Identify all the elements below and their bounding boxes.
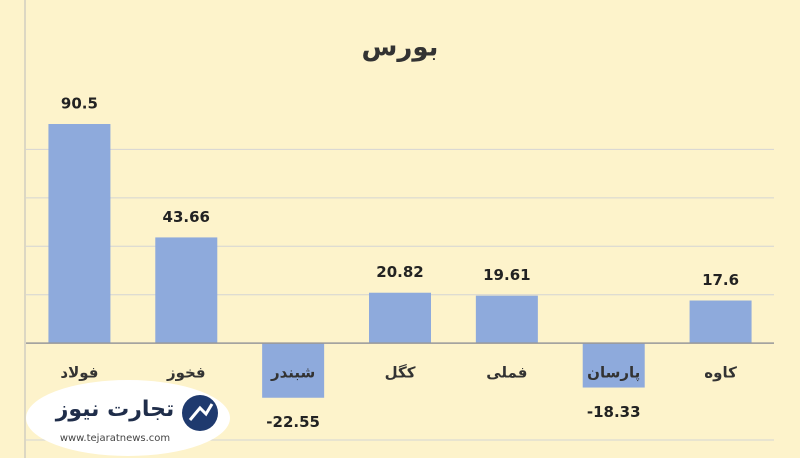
value-label: 90.5: [61, 95, 98, 113]
bar: [582, 343, 645, 388]
value-label: -18.33: [587, 403, 641, 421]
bar: [48, 124, 111, 344]
bar: [689, 300, 752, 344]
value-label: 43.66: [163, 208, 210, 226]
x-tick-label: شبندر: [270, 364, 315, 382]
x-tick-label: کگل: [385, 364, 416, 382]
x-tick-label: فخوز: [166, 364, 206, 382]
logo-badge: [26, 380, 230, 456]
bar: [369, 292, 431, 344]
bars: [48, 124, 752, 398]
logo-icon: [182, 395, 218, 431]
x-tick-label: فملی: [486, 364, 527, 382]
labels: فولاد 90.5 فخوز 43.66 شبندر -22.55 کگل 20.82 فمل…: [60, 95, 739, 432]
logo-name: تجارت نیوز: [55, 397, 175, 422]
value-label: 19.61: [483, 266, 530, 284]
x-tick-label: فولاد: [60, 364, 98, 382]
bar: [475, 295, 538, 344]
value-label: 17.6: [702, 271, 739, 289]
logo-url: www.tejaratnews.com: [60, 433, 170, 444]
plot: فولاد 90.5 فخوز 43.66 شبندر -22.55 کگل 20.82 فمل…: [26, 95, 774, 441]
bar: [262, 343, 325, 398]
bar: [155, 237, 218, 344]
logo-arrow: [188, 403, 214, 421]
value-label: -22.55: [266, 413, 320, 431]
chart-title: بورس: [362, 33, 439, 63]
x-tick-label: پارسان: [587, 364, 640, 383]
logo: تجارت نیوز www.tejaratnews.com: [26, 380, 230, 456]
value-label: 20.82: [376, 263, 423, 281]
x-tick-label: کاوه: [704, 364, 737, 382]
